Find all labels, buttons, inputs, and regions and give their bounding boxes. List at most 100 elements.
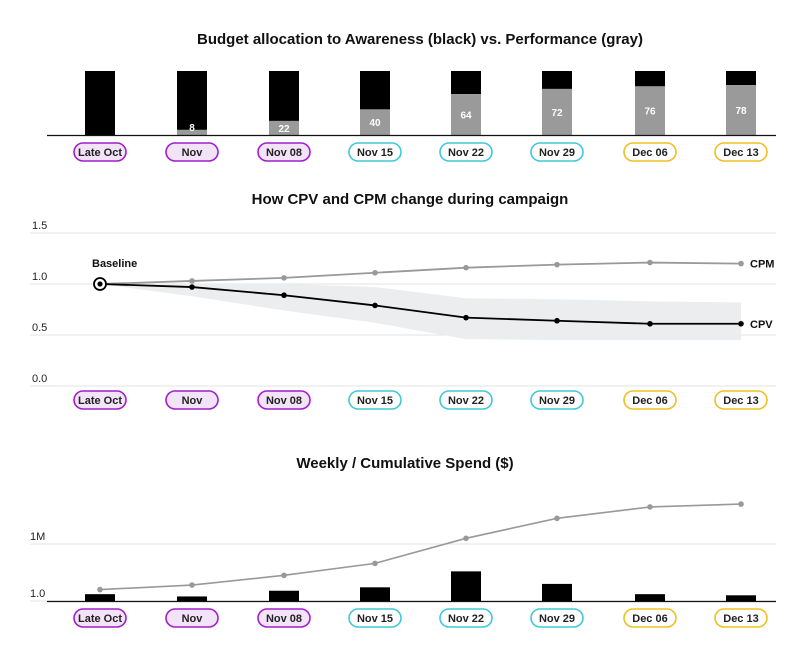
cost-x-pill-label: Late Oct — [78, 395, 122, 407]
spend-x-pill — [530, 608, 584, 628]
cpm-series-label: CPM — [750, 259, 774, 271]
performance-data-label: 64 — [460, 111, 472, 122]
awareness-bar — [635, 71, 665, 87]
cost-x-pill — [714, 390, 768, 410]
weekly-spend-bar — [85, 594, 115, 601]
spend-x-pill-label: Nov 15 — [357, 613, 393, 625]
cumulative-spend-point — [738, 501, 744, 507]
weekly-spend-bar — [635, 594, 665, 601]
awareness-bar — [451, 71, 481, 95]
spend-chart: 1M 1.0 Late Oct Nov Nov 08 Nov 15 Nov 22 Nov 29… — [30, 501, 776, 628]
cpv-point — [281, 292, 287, 299]
budget-x-pill — [530, 142, 584, 162]
cpv-series-label: CPV — [750, 319, 773, 331]
weekly-spend-bar — [360, 587, 390, 601]
weekly-spend-bar — [451, 571, 481, 601]
spend-x-pill — [257, 608, 311, 628]
budget-x-pill — [257, 142, 311, 162]
cumulative-spend-line — [99, 503, 742, 591]
performance-bar — [269, 120, 299, 135]
budget-chart: 8 22 40 64 72 76 78 Late Oct Nov Nov 08 Nov 15 Nov … — [47, 71, 776, 162]
spend-chart-title: Weekly / Cumulative Spend ($) — [296, 455, 513, 472]
weekly-spend-bar — [726, 595, 756, 601]
cpv-point — [372, 302, 378, 309]
spend-x-pill-label: Dec 13 — [723, 613, 758, 625]
cpm-point — [554, 261, 560, 268]
cumulative-spend-point — [189, 582, 195, 588]
cumulative-spend-point — [281, 572, 287, 579]
cpv-line — [99, 283, 741, 325]
spend-x-pill-label: Dec 06 — [632, 613, 667, 625]
performance-data-label: 22 — [278, 124, 290, 135]
cumulative-spend-point — [97, 586, 103, 593]
performance-bar — [360, 109, 390, 135]
cumulative-spend-point — [463, 535, 469, 542]
cost-y-tick: 1.0 — [32, 271, 47, 283]
budget-x-pill-label: Nov — [182, 147, 204, 159]
spend-x-pill-label: Nov — [182, 613, 204, 625]
baseline-marker-dot — [97, 281, 103, 287]
budget-x-pill — [348, 142, 402, 162]
cpm-point — [189, 278, 195, 284]
performance-data-label: 40 — [369, 118, 381, 129]
cpm-point — [647, 259, 653, 266]
cost-x-pill — [73, 390, 127, 410]
awareness-bar — [85, 71, 115, 135]
cost-x-pill — [165, 390, 219, 410]
awareness-bar — [177, 71, 207, 130]
cost-x-pill-label: Nov 08 — [266, 395, 302, 407]
cost-chart: 1.5 1.0 0.5 0.0 Baseline CPM CPV Late Oct Nov Nov… — [30, 220, 776, 410]
cost-x-pill — [530, 390, 584, 410]
cpm-point — [372, 269, 378, 276]
awareness-bar — [269, 71, 299, 121]
cpv-point — [554, 317, 560, 324]
awareness-bar — [542, 71, 572, 89]
budget-x-pill-label: Nov 15 — [357, 147, 393, 159]
cost-y-tick: 0.0 — [32, 373, 47, 385]
cost-x-pill — [439, 390, 493, 410]
spend-x-pill — [165, 608, 219, 628]
performance-bar — [451, 94, 481, 135]
budget-x-pill — [165, 142, 219, 162]
cpm-point — [281, 275, 287, 281]
budget-x-pill-label: Dec 13 — [723, 147, 758, 159]
cpv-point — [189, 284, 195, 290]
performance-bar — [635, 86, 665, 135]
budget-x-pill-label: Nov 22 — [448, 147, 484, 159]
cost-x-pill-label: Nov — [182, 395, 204, 407]
budget-x-pill — [439, 142, 493, 162]
awareness-bar — [360, 71, 390, 110]
performance-data-label: 72 — [551, 108, 563, 119]
performance-bar — [726, 85, 756, 135]
awareness-bar — [726, 71, 756, 86]
budget-x-pill — [623, 142, 677, 162]
spend-y-tick: 1.0 — [30, 588, 45, 600]
cumulative-spend-point — [554, 515, 560, 522]
cost-chart-title: How CPV and CPM change during campaign — [252, 191, 569, 208]
spend-x-pill — [348, 608, 402, 628]
cost-x-pill — [348, 390, 402, 410]
weekly-spend-bar — [542, 583, 572, 601]
cpm-line — [99, 261, 742, 285]
spend-y-tick: 1M — [30, 531, 45, 543]
cost-x-pill-label: Nov 22 — [448, 395, 484, 407]
cost-y-tick: 1.5 — [32, 220, 47, 232]
budget-x-pill-label: Dec 06 — [632, 147, 667, 159]
weekly-spend-bar — [269, 590, 299, 601]
cost-x-pill-label: Dec 06 — [632, 395, 667, 407]
cost-x-pill — [623, 390, 677, 410]
performance-data-label: 78 — [735, 106, 747, 117]
cpv-point — [463, 314, 469, 321]
cost-x-pill-label: Nov 29 — [539, 395, 575, 407]
cumulative-spend-point — [372, 560, 378, 567]
spend-x-pill — [439, 608, 493, 628]
budget-x-pill-label: Nov 08 — [266, 147, 302, 159]
spend-x-pill-label: Nov 22 — [448, 613, 484, 625]
budget-chart-title: Budget allocation to Awareness (black) v… — [197, 31, 643, 48]
cpm-point — [738, 260, 744, 267]
cost-x-pill-label: Dec 13 — [723, 395, 758, 407]
spend-x-pill — [714, 608, 768, 628]
spend-x-pill-label: Nov 08 — [266, 613, 302, 625]
cpv-point — [738, 320, 744, 327]
